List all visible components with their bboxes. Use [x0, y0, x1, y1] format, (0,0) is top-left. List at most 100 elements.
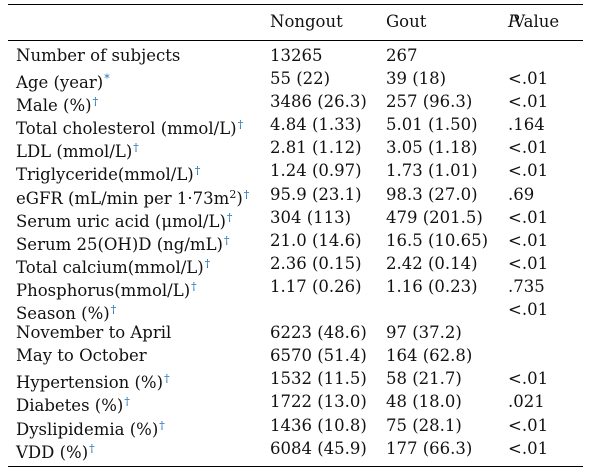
- row-label: Phosphorus(mmol/L)†: [16, 275, 197, 302]
- cell-gout: 48 (18.0): [386, 392, 462, 412]
- row-label-text: May to October: [16, 346, 147, 366]
- row-label: Diabetes (%)†: [16, 390, 130, 417]
- footnote-mark: †: [204, 256, 211, 270]
- cell-gout: 98.3 (27.0): [386, 184, 478, 204]
- row-label: Total calcium(mmol/L)†: [16, 252, 210, 279]
- cell-nongout: 6223 (48.6): [270, 323, 367, 343]
- footnote-mark: †: [191, 279, 197, 293]
- cell-nongout: 13265: [270, 46, 323, 65]
- cell-nongout: 95.9 (23.1): [270, 184, 362, 204]
- cell-p-value: .69: [508, 184, 535, 204]
- row-label-text: Number of subjects: [16, 46, 181, 65]
- cell-p-value: <.01: [508, 300, 549, 320]
- table-row: Total calcium(mmol/L)† 2.36 (0.15) 2.42 (0…: [8, 252, 583, 277]
- cell-nongout: 3486 (26.3): [270, 92, 367, 112]
- row-label: Serum uric acid (μmol/L)†: [16, 206, 232, 233]
- cell-nongout: 6570 (51.4): [270, 346, 367, 366]
- cell-gout: 97 (37.2): [386, 323, 462, 343]
- cell-nongout: 2.36 (0.15): [270, 253, 362, 273]
- row-label: Male (%)†: [16, 90, 98, 117]
- table-row: Serum uric acid (μmol/L)† 304 (113) 479 (2…: [8, 206, 583, 231]
- table-row: Serum 25(OH)D (ng/mL)† 21.0 (14.6) 16.5 (1…: [8, 229, 583, 254]
- bottom-rule: [8, 466, 583, 467]
- table-row: Number of subjects 13265 267: [8, 44, 583, 67]
- row-label-text: eGFR (mL/min per 1·73m: [16, 188, 230, 208]
- cell-gout: 177 (66.3): [386, 438, 473, 458]
- cell-gout: 1.16 (0.23): [386, 276, 478, 296]
- row-label-text: Phosphorus(mmol/L): [16, 280, 191, 300]
- footnote-mark: †: [243, 187, 250, 201]
- table-row: LDL (mmol/L)† 2.81 (1.12) 3.05 (1.18) <.01: [8, 136, 583, 161]
- row-label-text: Serum 25(OH)D (ng/mL): [16, 234, 223, 254]
- row-label-superscript: 2: [229, 187, 237, 201]
- table-row: Triglyceride(mmol/L)† 1.24 (0.97) 1.73 (1.…: [8, 159, 583, 185]
- row-label-text: Triglyceride(mmol/L): [16, 165, 194, 185]
- cell-gout: 479 (201.5): [386, 207, 483, 227]
- row-label-text: VDD (%): [16, 442, 89, 462]
- cell-p-value: <.01: [508, 92, 549, 112]
- cell-nongout: 1722 (13.0): [270, 392, 367, 412]
- cell-p-value: <.01: [508, 69, 549, 89]
- footnote-mark: †: [223, 233, 230, 247]
- cell-gout: 58 (21.7): [386, 369, 462, 389]
- cell-nongout: 1436 (10.8): [270, 415, 367, 435]
- row-label-text: Dyslipidemia (%): [16, 419, 159, 439]
- header-nongout: Nongout: [270, 12, 343, 31]
- table-row: Season (%)† <.01: [8, 298, 583, 323]
- row-label: Serum 25(OH)D (ng/mL)†: [16, 229, 229, 256]
- cell-p-value: <.01: [508, 438, 549, 458]
- cell-gout: 267: [386, 46, 418, 65]
- cell-gout: 75 (28.1): [386, 415, 462, 435]
- cell-p-value: .164: [508, 115, 545, 135]
- row-label-suffix: ): [236, 188, 243, 208]
- cell-p-value: <.01: [508, 207, 549, 227]
- cell-p-value: .735: [508, 276, 545, 296]
- row-label-text: Age (year): [16, 73, 104, 93]
- cell-gout: 3.05 (1.18): [386, 138, 478, 158]
- footnote-mark: †: [133, 141, 139, 155]
- row-label-text: Male (%): [16, 96, 92, 116]
- cell-p-value: <.01: [508, 161, 549, 181]
- row-label-text: Total cholesterol (mmol/L): [16, 119, 237, 139]
- cell-p-value: <.01: [508, 230, 549, 250]
- row-label-text: Hypertension (%): [16, 373, 164, 393]
- footnote-mark: †: [164, 372, 170, 386]
- cell-nongout: 21.0 (14.6): [270, 230, 362, 250]
- table-row: Total cholesterol (mmol/L)† 4.84 (1.33) 5.…: [8, 113, 583, 139]
- row-label-text: LDL (mmol/L): [16, 142, 133, 162]
- table-row: Hypertension (%)† 1532 (11.5) 58 (21.7) <.0…: [8, 367, 583, 392]
- table-row: November to April 6223 (48.6) 97 (37.2): [8, 321, 583, 344]
- table-row: eGFR (mL/min per 1·73m2)† 95.9 (23.1) 98.3…: [8, 183, 583, 208]
- row-label: eGFR (mL/min per 1·73m2)†: [16, 183, 249, 210]
- cell-p-value: <.01: [508, 415, 549, 435]
- footnote-mark: †: [89, 441, 95, 455]
- header-p-rest: Value: [508, 12, 560, 31]
- row-label-text: Serum uric acid (μmol/L): [16, 211, 226, 231]
- footnote-mark: †: [194, 164, 201, 178]
- footnote-mark: †: [226, 210, 233, 224]
- row-label: Number of subjects: [16, 44, 180, 67]
- table-body: Number of subjects 13265 267 Age (year)* 55 …: [8, 44, 583, 462]
- table-row: Diabetes (%)† 1722 (13.0) 48 (18.0) .021: [8, 390, 583, 415]
- row-label: Season (%)†: [16, 298, 116, 325]
- table-row: Age (year)* 55 (22) 39 (18) <.01: [8, 67, 583, 93]
- row-label: Hypertension (%)†: [16, 367, 170, 394]
- row-label-text: Season (%): [16, 304, 110, 324]
- cell-nongout: 1.17 (0.26): [270, 276, 362, 296]
- table-row: VDD (%)† 6084 (45.9) 177 (66.3) <.01: [8, 437, 583, 462]
- table-row: May to October 6570 (51.4) 164 (62.8): [8, 344, 583, 367]
- row-label: November to April: [16, 321, 171, 344]
- row-label-text: Diabetes (%): [16, 396, 124, 416]
- footnote-mark: †: [110, 303, 117, 317]
- cell-gout: 16.5 (10.65): [386, 230, 489, 250]
- cell-gout: 164 (62.8): [386, 346, 473, 366]
- cell-gout: 1.73 (1.01): [386, 161, 478, 181]
- cell-nongout: 2.81 (1.12): [270, 138, 362, 158]
- row-label: LDL (mmol/L)†: [16, 136, 139, 163]
- cell-p-value: .021: [508, 392, 545, 412]
- row-label: VDD (%)†: [16, 437, 95, 464]
- row-label: May to October: [16, 344, 147, 367]
- footnote-mark: †: [92, 95, 99, 109]
- header-gout: Gout: [386, 12, 427, 31]
- row-label-text: Total calcium(mmol/L): [16, 257, 204, 277]
